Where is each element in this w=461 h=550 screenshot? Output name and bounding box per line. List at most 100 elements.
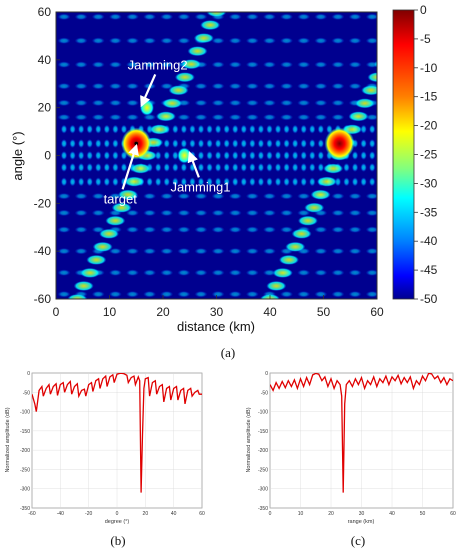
ridge-mark [316, 176, 337, 187]
sidelobe-mark [314, 226, 328, 233]
colorbar-ticks: 0 -5 -10 -15 -20 -25 -30 -35 -40 -45 -50 [414, 3, 438, 306]
panel-b-xtick-label: -60 [28, 511, 35, 517]
sidelobe-mark [57, 37, 71, 44]
sidelobe-mark [266, 177, 273, 187]
ridge-mark [105, 215, 126, 226]
ridge-mark [111, 202, 132, 213]
sidelobe-mark [365, 13, 377, 20]
ridge-mark [285, 241, 306, 252]
sidelobe-mark [160, 13, 174, 20]
sidelobe-mark [91, 37, 105, 44]
sidelobe-mark [331, 209, 345, 217]
sidelobe-mark [211, 61, 225, 68]
caption-b: (b) [110, 533, 125, 548]
sidelobe-mark [228, 37, 242, 44]
sidelobe-mark [206, 139, 213, 149]
sidelobe-mark [172, 124, 179, 134]
sidelobe-mark [245, 226, 259, 233]
sidelobe-mark [163, 139, 170, 149]
heatmap-panel: 0 10 20 30 40 50 60 60 40 20 0 -20 -40 -60 distance (… [10, 5, 384, 334]
sidelobe-mark [154, 151, 162, 160]
heatmap-marks [57, 12, 377, 299]
sidelobe-mark [331, 247, 345, 255]
sidelobe-mark [262, 269, 276, 276]
sidelobe-mark [154, 162, 162, 172]
sidelobe-mark [108, 37, 122, 44]
panel-b-ytick-label: -100 [20, 410, 30, 416]
sidelobe-mark [74, 226, 88, 233]
sidelobe-mark [143, 37, 157, 44]
sidelobe-mark [317, 139, 325, 149]
sidelobe-mark [351, 177, 359, 187]
sidelobe-mark [95, 139, 102, 149]
sidelobe-mark [57, 99, 71, 107]
sidelobe-mark [309, 177, 316, 187]
caption-c: (c) [351, 533, 365, 548]
sidelobe-mark [77, 151, 85, 160]
panel-c-ylabel: Normalized amplitude (dB) [246, 407, 252, 472]
sidelobe-mark [77, 177, 85, 187]
sidelobe-mark [214, 124, 222, 134]
sidelobe-mark [197, 162, 205, 172]
sidelobe-mark [143, 13, 157, 20]
sidelobe-mark [280, 13, 294, 20]
panel-c-ytick-label: -100 [258, 410, 268, 416]
ridge-mark [155, 111, 176, 122]
sidelobe-mark [177, 37, 191, 44]
sidelobe-mark [108, 247, 122, 255]
ridge-mark [130, 163, 151, 174]
heatmap-xtick-label: 0 [53, 305, 60, 319]
annotation-arrow [121, 143, 139, 190]
sidelobe-mark [103, 151, 111, 160]
panel-c-xtick-label: 30 [359, 511, 365, 517]
sidelobe-mark [257, 139, 265, 149]
sidelobe-mark [180, 162, 188, 172]
sidelobe-mark [283, 139, 290, 149]
sidelobe-mark [103, 124, 111, 134]
sidelobe-mark [143, 209, 157, 217]
sidelobe-mark [245, 247, 259, 255]
sidelobe-mark [180, 124, 188, 134]
sidelobe-mark [211, 269, 225, 276]
colorbar-tick-label: -40 [420, 234, 438, 248]
panel-b-xlabel: degree (°) [105, 519, 130, 525]
sidelobe-mark [266, 162, 273, 172]
sidelobe-mark [77, 162, 85, 172]
sidelobe-mark [103, 177, 111, 187]
panel-b-ytick-label: -300 [20, 487, 30, 493]
sidelobe-mark [228, 192, 242, 200]
sidelobe-mark [228, 82, 242, 90]
sidelobe-mark [280, 291, 294, 298]
sidelobe-mark [365, 269, 377, 276]
heatmap-ytick-label: -40 [34, 244, 52, 258]
sidelobe-mark [86, 139, 93, 149]
sidelobe-mark [348, 291, 362, 298]
sidelobe-mark [91, 291, 105, 298]
sidelobe-mark [69, 124, 76, 134]
sidelobe-mark [189, 139, 196, 149]
ridge-mark [310, 189, 331, 200]
sidelobe-mark [297, 192, 311, 200]
sidelobe-mark [60, 124, 68, 134]
ridge-mark [193, 33, 214, 44]
sidelobe-mark [57, 269, 71, 276]
sidelobe-mark [95, 151, 102, 160]
sidelobe-mark [280, 192, 294, 200]
sidelobe-mark [232, 139, 239, 149]
heatmap-xtick-label: 10 [103, 305, 117, 319]
sidelobe-mark [297, 13, 311, 20]
sidelobe-mark [360, 151, 367, 160]
sidelobe-mark [283, 162, 290, 172]
sidelobe-mark [180, 139, 188, 149]
sidelobe-mark [262, 209, 276, 217]
sidelobe-mark [280, 114, 294, 121]
sidelobe-mark [211, 99, 225, 107]
sidelobe-mark [348, 226, 362, 233]
ridge-mark [354, 98, 375, 109]
panel-b-xtick-label: 20 [143, 511, 149, 517]
sidelobe-mark [194, 114, 208, 121]
sidelobe-mark [257, 162, 265, 172]
sidelobe-mark [360, 177, 367, 187]
sidelobe-mark [172, 177, 179, 187]
